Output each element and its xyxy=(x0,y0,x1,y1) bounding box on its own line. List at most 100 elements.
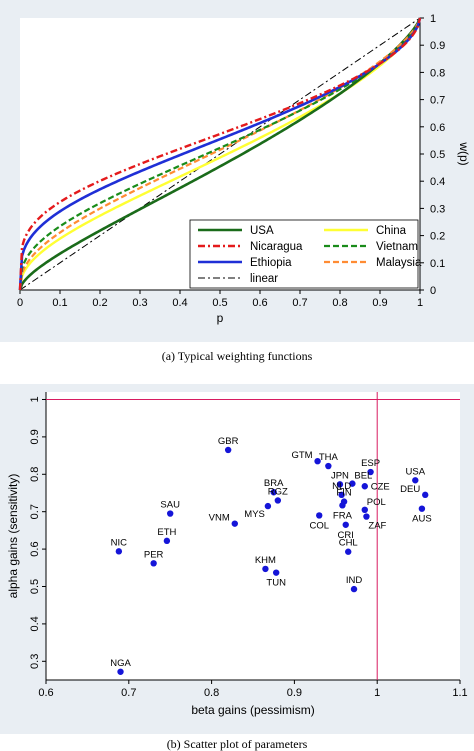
legend-label-usa: USA xyxy=(250,225,274,237)
point-label-zaf: ZAF xyxy=(368,521,386,532)
caption-b: (b) Scatter plot of parameters xyxy=(167,737,308,751)
point-label-esp: ESP xyxy=(361,458,380,469)
point-gbr xyxy=(224,446,232,454)
x-tick-label-0-8: 0.8 xyxy=(204,687,219,699)
point-per xyxy=(150,560,157,567)
x-tick-label-0-1: 0.1 xyxy=(52,297,67,309)
series-line-malaysia xyxy=(18,17,422,291)
legend-label-vietnam: Vietnam xyxy=(376,241,418,253)
y-tick-label-1: 1 xyxy=(29,396,41,402)
x-tick-label-0-4: 0.4 xyxy=(172,297,187,309)
point-label-sau: SAU xyxy=(160,500,180,511)
point-pol xyxy=(361,506,368,514)
series-line-linear xyxy=(19,17,421,291)
point-label-deu: DEU xyxy=(400,484,420,495)
point-mys xyxy=(264,502,272,510)
point-esp xyxy=(367,468,374,476)
y-tick-label-0-8: 0.8 xyxy=(430,67,445,79)
point-label-cze: CZE xyxy=(371,481,390,492)
point-fra xyxy=(339,502,346,509)
point-label-jpn: JPN xyxy=(331,470,349,481)
x-tick-label-0-2: 0.2 xyxy=(92,297,107,309)
point-label-aus: AUS xyxy=(412,514,432,525)
point-tha xyxy=(325,462,332,470)
x-axis-title: beta gains (pessimism) xyxy=(191,703,314,717)
y-tick-label-0-5: 0.5 xyxy=(29,579,41,594)
y-tick-label-0: 0 xyxy=(430,285,436,297)
x-tick-label-0: 0 xyxy=(17,297,23,309)
point-label-gtm: GTM xyxy=(291,450,312,461)
point-deu xyxy=(422,491,429,499)
y-tick-label-0-4: 0.4 xyxy=(430,176,445,188)
point-label-cri: CRI xyxy=(338,530,354,541)
legend-label-china: China xyxy=(376,225,407,237)
point-sau xyxy=(167,510,174,517)
x-tick-label-0-6: 0.6 xyxy=(38,687,53,699)
point-ind xyxy=(350,585,358,593)
y-tick-label-0-3: 0.3 xyxy=(430,203,445,215)
point-label-nga: NGA xyxy=(110,658,131,669)
point-gtm xyxy=(314,457,321,465)
point-khm xyxy=(262,565,269,573)
x-tick-label-0-6: 0.6 xyxy=(252,297,267,309)
point-label-nld: NLD xyxy=(332,481,351,492)
point-label-bel: BEL xyxy=(354,471,372,482)
legend-label-linear: linear xyxy=(250,273,278,285)
legend-label-malaysia: Malaysia xyxy=(376,257,422,269)
legend xyxy=(189,219,419,289)
x-tick-label-1-1: 1.1 xyxy=(452,687,467,699)
point-label-chl: CHL xyxy=(339,538,358,549)
point-label-bra: BRA xyxy=(264,478,284,489)
point-label-eth: ETH xyxy=(157,527,176,538)
panel-b-plot-area xyxy=(46,392,460,680)
point-label-col: COL xyxy=(309,520,329,531)
point-label-pol: POL xyxy=(367,497,386,508)
y-axis-title: w(p) xyxy=(457,141,471,165)
x-tick-label-1: 1 xyxy=(374,687,380,699)
y-tick-label-0-7: 0.7 xyxy=(29,504,41,519)
legend-label-ethiopia: Ethiopia xyxy=(250,257,292,269)
x-axis-title: p xyxy=(217,311,224,325)
point-cze xyxy=(361,483,368,490)
point-label-usa: USA xyxy=(406,466,426,477)
y-tick-label-0-2: 0.2 xyxy=(430,231,445,243)
y-tick-label-0-8: 0.8 xyxy=(29,467,41,482)
point-bra xyxy=(270,489,277,496)
point-zaf xyxy=(363,513,370,520)
point-label-nic: NIC xyxy=(111,537,128,548)
x-tick-label-0-8: 0.8 xyxy=(332,297,347,309)
x-tick-label-0-9: 0.9 xyxy=(287,687,302,699)
y-tick-label-0-3: 0.3 xyxy=(29,654,41,669)
point-label-mys: MYS xyxy=(244,509,265,520)
point-rgz xyxy=(274,497,282,504)
series-line-nicaragua xyxy=(18,17,422,291)
point-jpn xyxy=(336,481,344,488)
series-line-usa xyxy=(18,17,422,291)
point-label-tha: THA xyxy=(319,452,339,463)
point-usa xyxy=(412,477,419,484)
series-line-vietnam xyxy=(18,17,422,291)
point-col xyxy=(316,512,323,519)
point-label-vnm: VNM xyxy=(209,513,230,524)
point-label-khm: KHM xyxy=(255,555,276,566)
x-tick-label-0-3: 0.3 xyxy=(132,297,147,309)
panel-b-scatter-chart: 0.6 0.7 0.8 0.9 1 1.1 0.3 0.4 0.5 0.6 0.7 0.8 0.9 1 be… xyxy=(6,392,468,717)
y-tick-label-1: 1 xyxy=(430,13,436,25)
y-tick-label-0-9: 0.9 xyxy=(430,40,445,52)
point-bel xyxy=(349,480,356,487)
x-tick-label-0-7: 0.7 xyxy=(121,687,136,699)
panel-a-line-chart: 0 0.1 0.2 0.3 0.4 0.5 0.6 0.7 0.8 0.9 100.10.20.30… xyxy=(17,13,471,325)
y-tick-label-0-4: 0.4 xyxy=(29,616,41,631)
y-axis-title: alpha gains (sensitivity) xyxy=(6,474,20,599)
caption-a: (a) Typical weighting functions xyxy=(162,349,313,363)
point-aus xyxy=(418,505,426,512)
legend-label-nicaragua: Nicaragua xyxy=(250,241,303,253)
point-label-ind: IND xyxy=(346,575,363,586)
x-tick-label-0-7: 0.7 xyxy=(292,297,307,309)
x-tick-label-1: 1 xyxy=(417,297,423,309)
point-chl xyxy=(345,548,352,555)
point-tun xyxy=(272,569,280,576)
point-eth xyxy=(163,537,171,545)
y-tick-label-0-9: 0.9 xyxy=(29,429,41,444)
